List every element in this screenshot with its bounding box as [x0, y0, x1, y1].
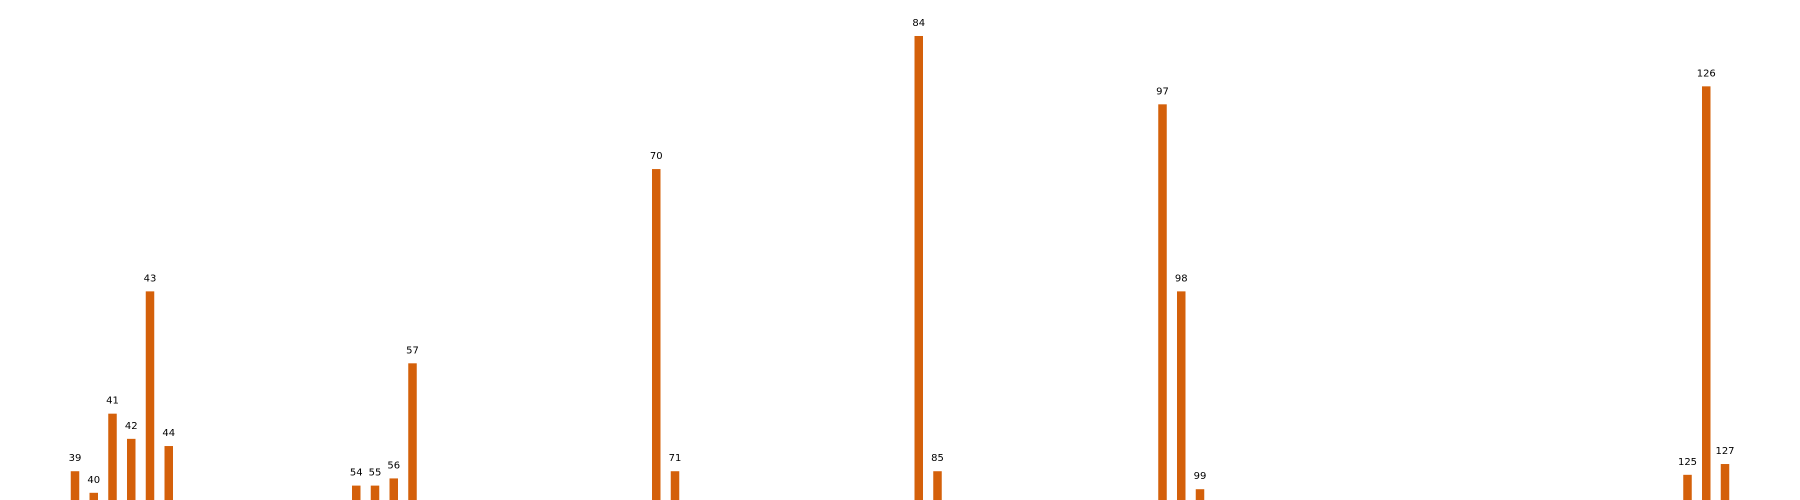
bar-39 [70, 471, 80, 500]
bar-value-label: 41 [106, 396, 119, 407]
bar-value-label: 56 [387, 460, 400, 471]
bar-55 [370, 485, 380, 500]
bar-value-label: 85 [931, 453, 944, 464]
bar-70 [652, 169, 661, 500]
bar-value-label: 125 [1678, 457, 1697, 468]
bar-value-label: 97 [1156, 86, 1169, 97]
bar-value-label: 99 [1194, 471, 1207, 482]
bar-value-label: 70 [650, 151, 663, 162]
bar-125 [1683, 474, 1692, 500]
bar-value-label: 44 [162, 428, 175, 439]
bar-85 [933, 471, 942, 500]
bar-value-label: 71 [669, 453, 682, 464]
bar-value-label: 40 [87, 475, 100, 486]
bar-97 [1158, 104, 1167, 500]
bar-98 [1177, 291, 1186, 500]
bar-value-label: 54 [350, 468, 363, 479]
bar-43 [145, 291, 155, 500]
bar-71 [670, 471, 680, 500]
bar-127 [1720, 464, 1730, 500]
bar-value-label: 126 [1697, 68, 1716, 79]
bars-group [70, 35, 1730, 500]
bar-56 [389, 478, 398, 500]
bar-value-label: 39 [69, 453, 82, 464]
bar-value-label: 43 [144, 273, 157, 284]
bar-99 [1195, 489, 1205, 500]
bar-value-label: 127 [1715, 446, 1734, 457]
bar-value-label: 98 [1175, 273, 1188, 284]
bar-value-label: 55 [369, 468, 382, 479]
bar-54 [352, 485, 361, 500]
labels-group: 39 40 41 42 43 44 54 55 56 57 70 71 84 85 97 98 99 125 126… [69, 18, 1735, 486]
bar-44 [164, 446, 173, 500]
bar-value-label: 42 [125, 421, 138, 432]
bar-41 [108, 413, 117, 500]
bar-126 [1702, 86, 1711, 500]
bar-value-label: 84 [912, 18, 925, 29]
bar-57 [408, 363, 417, 500]
bar-40 [89, 492, 98, 500]
bar-84 [914, 35, 923, 500]
bar-value-label: 57 [406, 345, 419, 356]
bar-42 [127, 438, 136, 500]
